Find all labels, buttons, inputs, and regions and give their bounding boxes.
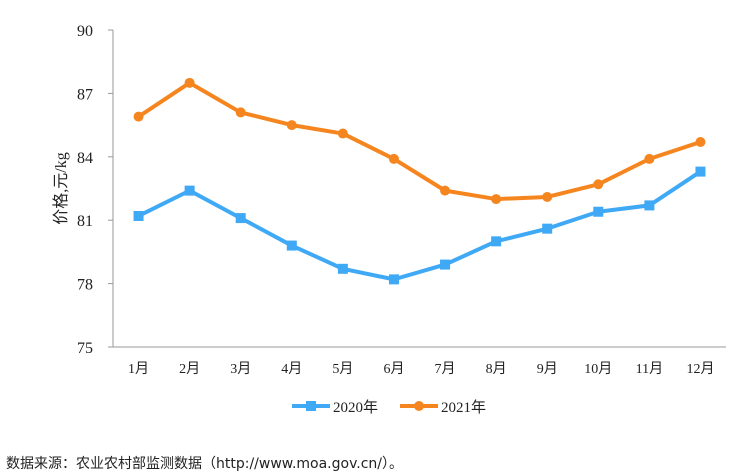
- y-tick-label: 81: [77, 213, 93, 230]
- x-tick-label: 5月: [332, 361, 353, 377]
- data-point: [235, 213, 246, 224]
- data-point: [491, 194, 502, 205]
- y-tick-label: 75: [77, 340, 93, 357]
- data-point: [286, 240, 297, 251]
- data-point: [440, 185, 451, 196]
- data-point: [235, 107, 246, 118]
- legend-marker: [306, 401, 316, 411]
- data-point: [184, 185, 195, 196]
- x-tick-label: 10月: [584, 361, 612, 377]
- x-tick-label: 8月: [486, 361, 507, 377]
- y-tick-label: 87: [77, 86, 93, 103]
- data-point: [388, 274, 399, 285]
- series-line-2021年: [137, 80, 702, 202]
- data-point: [593, 206, 604, 217]
- y-tick-label: 78: [77, 277, 93, 294]
- x-tick-label: 1月: [128, 361, 149, 377]
- data-point: [542, 191, 553, 202]
- data-point: [388, 153, 399, 164]
- data-point: [133, 210, 144, 221]
- x-tick-label: 7月: [435, 361, 456, 377]
- x-tick-label: 3月: [230, 361, 251, 377]
- data-point: [133, 111, 144, 122]
- data-point: [593, 179, 604, 190]
- line-chart: 75 78 81 84 87 90 1月 2月 3月 4月 5月 6月 7月 8月 9月 10月 11月 12月 价…: [52, 23, 726, 416]
- data-point: [337, 263, 348, 274]
- x-tick-label: 6月: [383, 361, 404, 377]
- data-point: [644, 153, 655, 164]
- y-tick-label: 90: [77, 23, 93, 40]
- legend-label: 2021年: [441, 399, 486, 416]
- data-point: [440, 259, 451, 270]
- data-point: [337, 128, 348, 139]
- legend-marker: [414, 401, 424, 411]
- legend-label: 2020年: [333, 399, 378, 416]
- x-tick-label: 4月: [281, 361, 302, 377]
- y-axis-label: 价格,元/kg: [52, 152, 70, 224]
- data-point: [491, 236, 502, 247]
- y-tick-label: 84: [77, 150, 93, 167]
- data-point: [542, 223, 553, 234]
- x-tick-label: 9月: [537, 361, 558, 377]
- data-point: [644, 200, 655, 211]
- x-tick-label: 2月: [179, 361, 200, 377]
- series-line-2020年: [137, 169, 702, 282]
- data-point: [695, 137, 706, 148]
- data-point: [695, 166, 706, 177]
- source-note: 数据来源：农业农村部监测数据（http://www.moa.gov.cn/）。: [6, 456, 404, 472]
- x-tick-label: 11月: [636, 361, 663, 377]
- data-point: [286, 120, 297, 131]
- x-tick-label: 12月: [686, 361, 714, 377]
- data-point: [184, 77, 195, 88]
